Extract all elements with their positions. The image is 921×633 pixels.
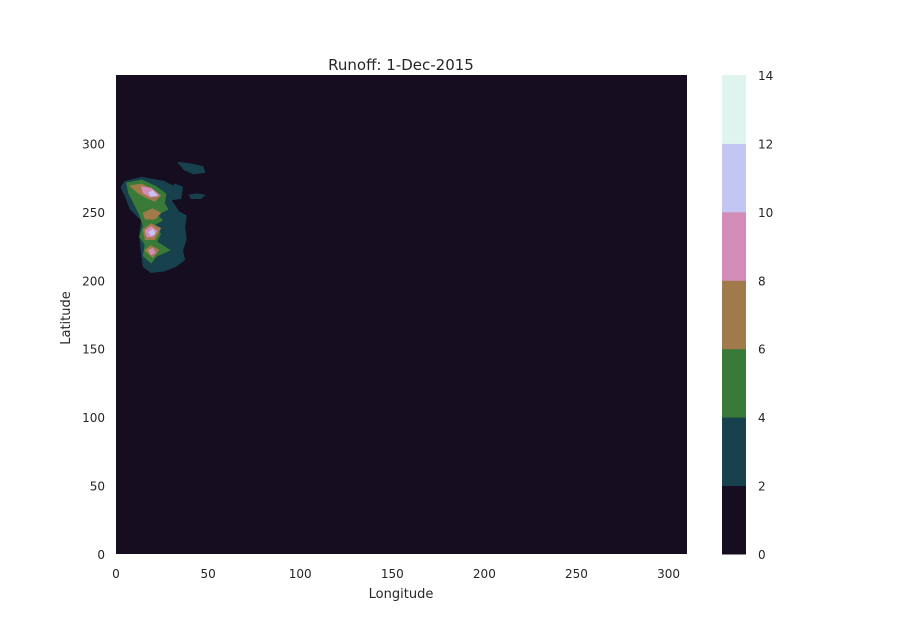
colorbar-segment-1 <box>722 417 746 486</box>
x-axis-ticks: 0 50 100 150 200 250 300 <box>112 567 680 581</box>
y-tick-label: 300 <box>82 137 105 151</box>
x-axis-label: Longitude <box>369 587 434 602</box>
contour-regions <box>120 161 206 273</box>
y-axis-ticks: 0 50 100 150 200 250 300 <box>82 137 105 562</box>
contour-region-2 <box>166 183 184 201</box>
colorbar-tick-label: 10 <box>758 206 773 220</box>
contour-region-3 <box>177 161 206 175</box>
colorbar-tick-label: 4 <box>758 411 766 425</box>
x-tick-label: 150 <box>381 567 404 581</box>
contour-region-5 <box>126 179 171 264</box>
x-tick-label: 300 <box>657 567 680 581</box>
y-tick-label: 150 <box>82 343 105 357</box>
x-tick-label: 250 <box>565 567 588 581</box>
colorbar-tick-label: 14 <box>758 69 773 83</box>
contour-region-13 <box>148 190 158 197</box>
contour-region-12 <box>148 248 156 256</box>
chart-title: Runoff: 1-Dec-2015 <box>328 56 474 74</box>
x-tick-label: 50 <box>200 567 215 581</box>
y-tick-label: 0 <box>97 548 105 562</box>
x-tick-label: 200 <box>473 567 496 581</box>
colorbar-segment-6 <box>722 75 746 144</box>
x-tick-label: 0 <box>112 567 120 581</box>
contour-region-1 <box>166 211 187 232</box>
colorbar-tick-label: 0 <box>758 548 766 562</box>
y-axis-label: Latitude <box>59 291 74 345</box>
colorbar-segment-2 <box>722 348 746 418</box>
colorbar-tick-label: 6 <box>758 343 766 357</box>
colorbar-tick-label: 8 <box>758 274 766 288</box>
contour-region-4 <box>188 193 206 199</box>
contour-region-14 <box>148 228 156 236</box>
colorbar-segment-5 <box>722 143 746 213</box>
plot-area <box>116 75 687 554</box>
colorbar-segment-0 <box>722 485 746 555</box>
contour-region-7 <box>142 208 161 220</box>
y-tick-label: 250 <box>82 206 105 220</box>
colorbar <box>722 75 746 555</box>
colorbar-segment-3 <box>722 280 746 350</box>
y-tick-label: 200 <box>82 274 105 288</box>
colorbar-tick-label: 2 <box>758 480 766 494</box>
y-tick-label: 100 <box>82 411 105 425</box>
y-tick-label: 50 <box>90 480 105 494</box>
colorbar-ticks: 0 2 4 6 8 10 12 14 <box>758 69 773 562</box>
colorbar-segment-4 <box>722 211 746 281</box>
colorbar-tick-label: 12 <box>758 137 773 151</box>
x-tick-label: 100 <box>289 567 312 581</box>
